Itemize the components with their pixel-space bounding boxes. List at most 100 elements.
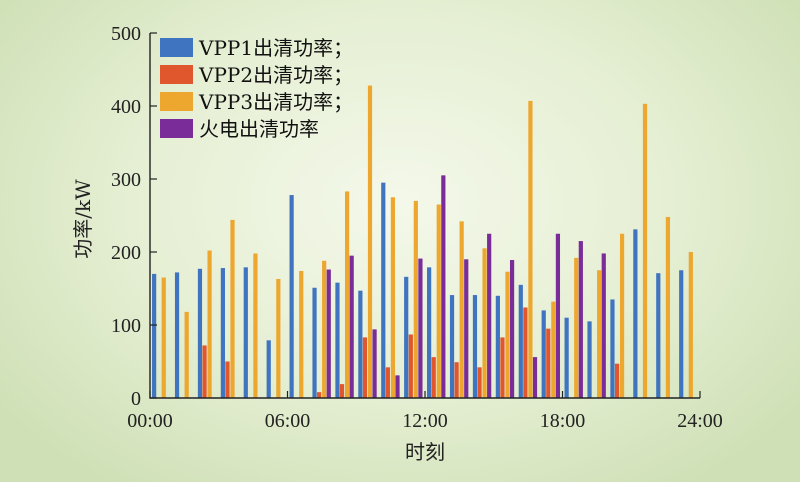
bar-series4-hour10 [372,329,377,398]
bar-series2-hour4 [225,361,230,398]
bar-series3-hour22 [642,103,648,398]
bar-series4-hour15 [487,233,492,398]
bar-series3-hour15 [482,248,487,398]
bar-series2-hour21 [614,363,620,398]
bar-series4-hour11 [395,375,400,398]
y-tick-label: 400 [111,96,141,118]
y-tick-label: 200 [111,242,141,264]
bar-series3-hour18 [551,301,556,398]
bar-series3-hour11 [390,197,396,398]
bar-series2-hour10 [362,337,368,398]
x-tick-label: 18:00 [540,410,586,432]
bar-series2-hour14 [454,362,459,398]
bar-series1-hour3 [197,268,203,398]
bar-series3-hour1 [161,277,166,398]
bar-series1-hour8 [312,287,317,398]
bar-series2-hour8 [317,392,322,398]
bars-layer [152,85,693,398]
bar-series3-hour3 [207,250,212,398]
bar-series4-hour13 [441,175,446,398]
bar-series4-hour14 [464,259,469,398]
bar-series1-hour13 [427,267,432,398]
bar-series2-hour15 [477,367,482,398]
bar-series4-hour8 [326,269,331,398]
bar-series1-hour1 [152,273,157,398]
axes-layer: 0 100 200 300 400 500 00:00 06:00 12:00 18:00 24:0… [111,23,723,432]
legend-label-series2: VPP2出清功率； [198,63,353,87]
y-tick-label: 300 [111,169,141,191]
x-tick-label: 24:00 [677,410,723,432]
bar-series1-hour14 [449,295,455,398]
bar-series3-hour9 [344,191,350,398]
bar-series1-hour2 [174,272,180,398]
bar-series4-hour16 [509,260,515,398]
x-tick-label: 06:00 [265,410,311,432]
bar-series2-hour3 [202,345,207,398]
bar-series3-hour4 [230,219,235,398]
y-axis-title: 功率/kW [71,179,95,259]
bar-series1-hour12 [404,276,409,398]
legend-label-series3: VPP3出清功率； [198,90,353,114]
bar-series4-hour17 [532,357,538,398]
bar-series3-hour16 [505,271,510,398]
bar-series3-hour5 [253,253,258,398]
bar-series3-hour6 [276,279,281,398]
bar-series1-hour11 [381,182,386,398]
bar-series1-hour19 [564,317,569,398]
bar-series1-hour22 [633,229,638,398]
bar-series4-hour19 [578,241,583,398]
legend-swatch-series1 [160,38,193,57]
legend-swatch-series2 [160,65,193,84]
bar-series3-hour20 [597,270,602,398]
bar-series1-hour7 [289,195,294,398]
bar-series1-hour21 [610,299,615,398]
bar-series3-hour12 [413,200,418,398]
bar-series2-hour11 [385,367,390,398]
bar-series2-hour16 [500,337,505,398]
bar-series3-hour19 [574,257,579,398]
bar-series4-hour20 [601,253,606,398]
bar-series2-hour17 [523,307,528,398]
bar-series3-hour10 [367,85,373,398]
legend-swatch-series3 [160,92,193,111]
bar-series1-hour16 [495,295,500,398]
bar-series1-hour9 [335,282,340,398]
legend-label-series4: 火电出清功率 [199,117,319,141]
bar-series2-hour13 [431,357,436,398]
bar-series2-hour18 [546,328,551,398]
bar-series3-hour23 [665,216,671,398]
legend-label-series1: VPP1出清功率； [198,36,353,60]
y-tick-label: 0 [131,388,141,410]
bar-series1-hour15 [472,295,478,398]
bar-series3-hour2 [184,311,189,398]
bar-series1-hour5 [243,267,248,398]
bar-series1-hour24 [679,270,684,398]
bar-series3-hour24 [688,252,693,398]
bar-series1-hour18 [541,310,546,398]
x-tick-label: 12:00 [402,410,448,432]
bar-series3-hour21 [619,233,625,398]
bar-series4-hour12 [418,258,423,398]
bar-series3-hour7 [299,270,304,398]
bar-series2-hour12 [408,334,413,398]
bar-series3-hour8 [322,260,327,398]
bar-series3-hour13 [436,204,441,398]
y-tick-label: 500 [111,23,141,45]
x-tick-label: 00:00 [127,410,173,432]
bar-series1-hour4 [220,268,225,398]
legend-swatch-series4 [160,119,193,138]
bar-series1-hour20 [587,321,592,398]
bar-series1-hour17 [518,284,523,398]
bar-series3-hour14 [459,221,464,398]
bar-series2-hour9 [339,384,345,398]
y-tick-label: 100 [111,315,141,337]
bar-series4-hour9 [349,255,354,398]
bar-series3-hour17 [528,100,533,398]
x-axis-title: 时刻 [405,440,445,464]
bar-series4-hour18 [555,233,561,398]
bar-series1-hour23 [656,273,661,398]
bar-series1-hour10 [358,290,363,398]
bar-series1-hour6 [266,340,271,398]
